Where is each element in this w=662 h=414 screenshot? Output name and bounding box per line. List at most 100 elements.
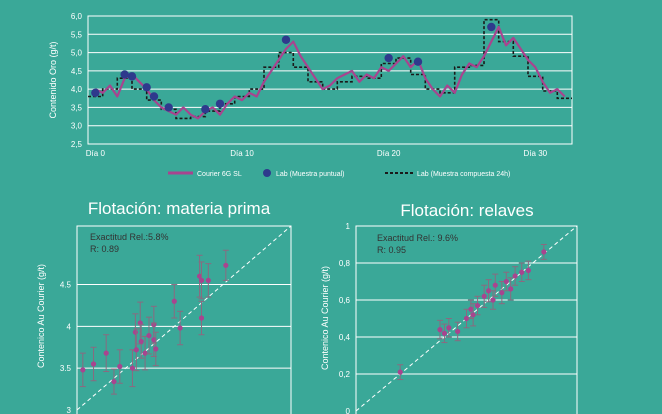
lab-point [149,92,159,101]
tailings-point [486,288,492,294]
legend-composite-label: Lab (Muestra compuesta 24h) [417,171,510,178]
feed-y-tick-label: 3.5 [60,364,72,373]
feed-point [90,361,97,367]
feed-y-tick-label: 4 [67,322,72,331]
timeseries-legend: Courier 6G SL Lab (Muestra puntual) Lab … [168,169,510,178]
tailings-point [503,278,509,285]
feed-point [80,367,86,373]
lab-point [91,88,100,98]
tailings-point [468,306,474,312]
tailings-chart-title: Flotación: relaves [400,201,533,220]
lab-point [127,72,137,81]
tailings-point [455,328,461,335]
legend-courier-label: Courier 6G SL [197,171,242,178]
feed-accuracy-annotation: Exactitud Rel.:5.8% [90,232,169,242]
tailings-point [508,286,514,292]
feed-point [129,365,136,371]
tailings-y-tick-label: 1 [346,222,351,231]
feed-identity-line [76,225,292,411]
timeseries-y-tick-label: 2,5 [71,140,83,149]
timeseries-chart: 2,53,03,54,04,55,05,56,0 Día 0 Día 10 Día … [48,12,573,178]
tailings-point [512,273,518,279]
tailings-point [463,315,470,322]
tailings-point [474,302,481,309]
feed-point [153,346,159,352]
feed-point [103,350,109,356]
tailings-y-label: Contenico Au Courier (g/t) [320,266,330,370]
tailings-point [541,249,547,255]
tailings-accuracy-annotation: Exactitud Rel.: 9.6% [377,233,458,243]
feed-y-label: Contenico Au Courier (g/t) [36,264,46,368]
feed-y-ticks: 3 3.5 4 4.5 [60,281,72,414]
tailings-point [499,290,505,296]
timeseries-x-tick-label: Día 30 [524,149,548,158]
timeseries-grid [88,15,572,145]
tailings-y-ticks: 0 0,2 0,4 0,6 0,8 1 [339,222,351,414]
lab-point [142,83,151,92]
feed-point [198,277,205,283]
feed-point [151,337,157,343]
feed-point [138,338,144,345]
timeseries-y-tick-label: 4,0 [71,85,83,94]
courier-series [94,25,566,120]
timeseries-y-label: Contenido Oro (g/t) [48,41,58,118]
tailings-y-tick-label: 0,4 [339,333,351,342]
composite-series-line [88,18,572,120]
feed-points [79,249,229,395]
tailings-point [441,330,447,336]
feed-point [142,350,148,356]
timeseries-x-tick-label: Día 0 [86,149,106,158]
lab-point [164,103,173,112]
lab-point-series [91,22,496,114]
tailings-y-tick-label: 0 [346,407,351,414]
lab-point [413,57,423,66]
lab-point [487,22,496,32]
lab-point [215,99,225,108]
feed-point [196,273,203,279]
feed-point [205,277,211,283]
tailings-point [490,297,496,303]
feed-point [146,332,152,339]
lab-point [120,70,129,79]
feed-y-tick-label: 4.5 [60,281,72,290]
timeseries-x-ticks: Día 0 Día 10 Día 20 Día 30 [86,149,548,158]
tailings-point [519,269,525,275]
feed-point [132,329,138,335]
tailings-grid [356,262,577,375]
timeseries-y-tick-label: 3,5 [71,103,83,112]
tailings-point [481,293,487,299]
feed-scatter-chart: Flotación: materia prima 3 3.5 4 4.5 Exacti… [36,199,292,414]
lab-point [281,35,291,44]
lab-point [201,105,210,114]
legend-lab-point-label: Lab (Muestra puntual) [276,171,344,178]
lab-point [384,53,393,63]
feed-point [171,298,177,304]
feed-r-annotation: R: 0.89 [90,244,119,254]
composite-series [88,18,572,120]
timeseries-y-tick-label: 5,0 [71,49,83,58]
feed-point [111,378,117,385]
feed-point [133,347,139,353]
feed-point [223,262,229,268]
feed-y-tick-label: 3 [67,406,72,414]
feed-grid [77,284,291,369]
courier-series-line [94,25,566,120]
timeseries-x-tick-label: Día 20 [377,149,401,158]
tailings-point [437,327,443,333]
tailings-y-tick-label: 0,6 [339,296,351,305]
tailings-plot-frame [355,225,578,414]
timeseries-x-tick-label: Día 10 [230,149,254,158]
tailings-point [492,282,498,288]
timeseries-y-tick-label: 6,0 [71,12,83,21]
timeseries-y-tick-label: 4,5 [71,67,83,76]
feed-point [177,325,183,331]
tailings-point [525,267,531,273]
tailings-points [397,244,547,381]
tailings-identity-line [355,225,578,412]
feed-point [198,315,205,321]
tailings-point [397,369,403,375]
tailings-point [470,312,476,318]
tailings-y-tick-label: 0,2 [339,370,351,379]
timeseries-y-tick-label: 3,0 [71,122,83,131]
